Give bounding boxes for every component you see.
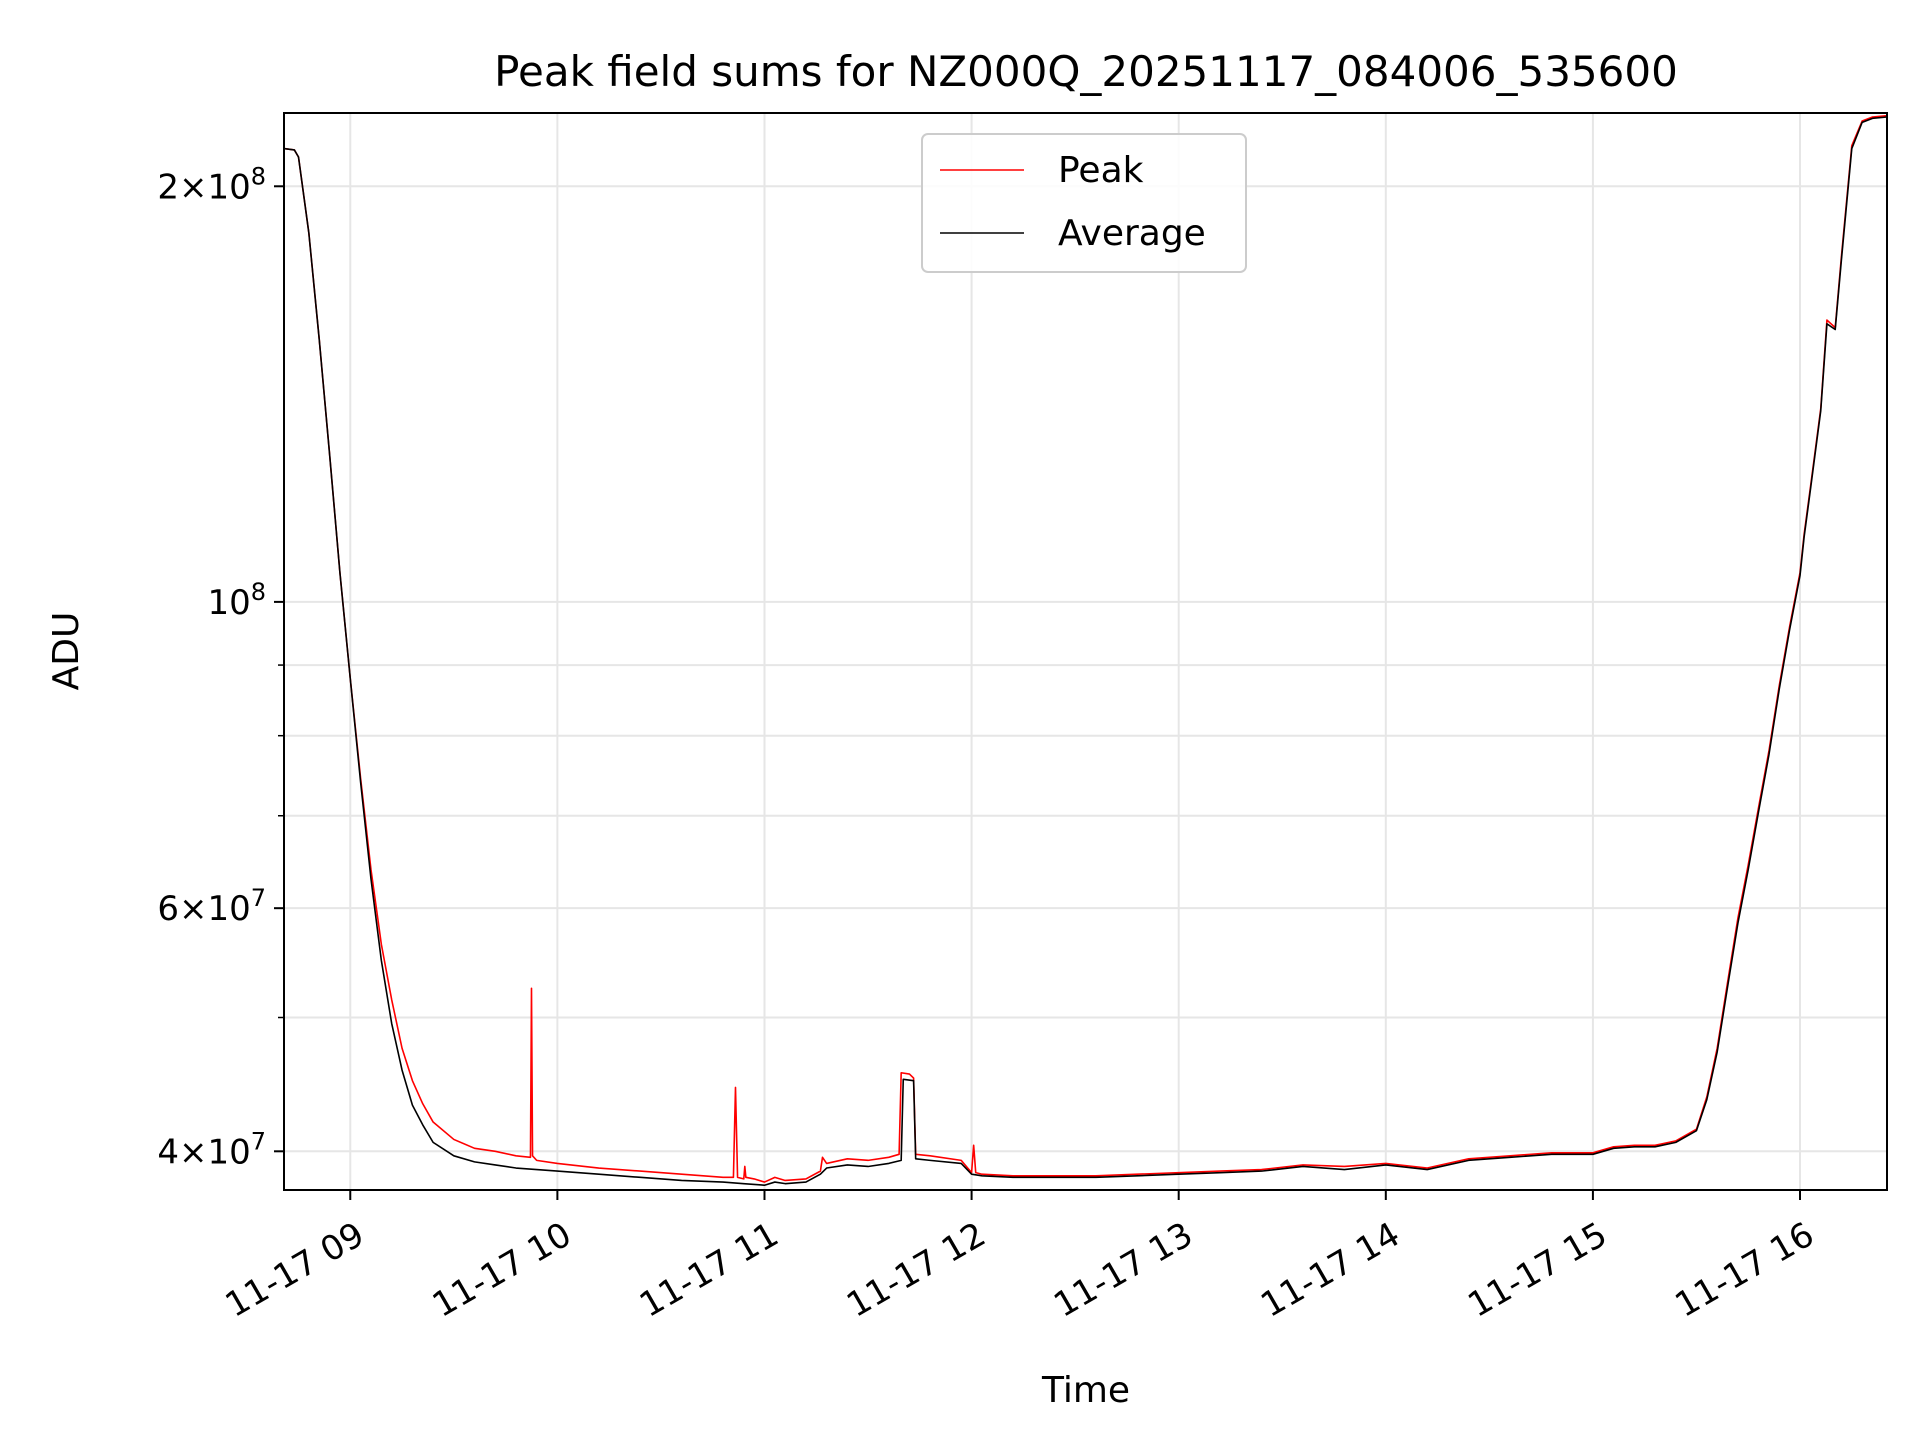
plot-area-frame [283, 112, 1888, 1191]
series-line-peak [284, 114, 1887, 1183]
series-line-average [284, 116, 1887, 1187]
y-tick-label: 2×108 [157, 162, 266, 207]
series-lines [284, 114, 1887, 1187]
x-axis-title: Time [1041, 1370, 1130, 1411]
y-tick-label: 4×107 [157, 1127, 266, 1172]
legend-average-label: Average [1058, 213, 1206, 254]
legend-peak-label: Peak [1058, 150, 1144, 191]
chart-title: Peak field sums for NZ000Q_20251117_0840… [494, 47, 1678, 96]
grid [284, 113, 1887, 1190]
y-tick-label: 6×107 [157, 884, 266, 929]
legend-box [921, 133, 1247, 273]
y-tick-label: 108 [207, 578, 266, 623]
y-axis-title: ADU [46, 612, 87, 691]
legend: Peak Average [921, 133, 1247, 273]
